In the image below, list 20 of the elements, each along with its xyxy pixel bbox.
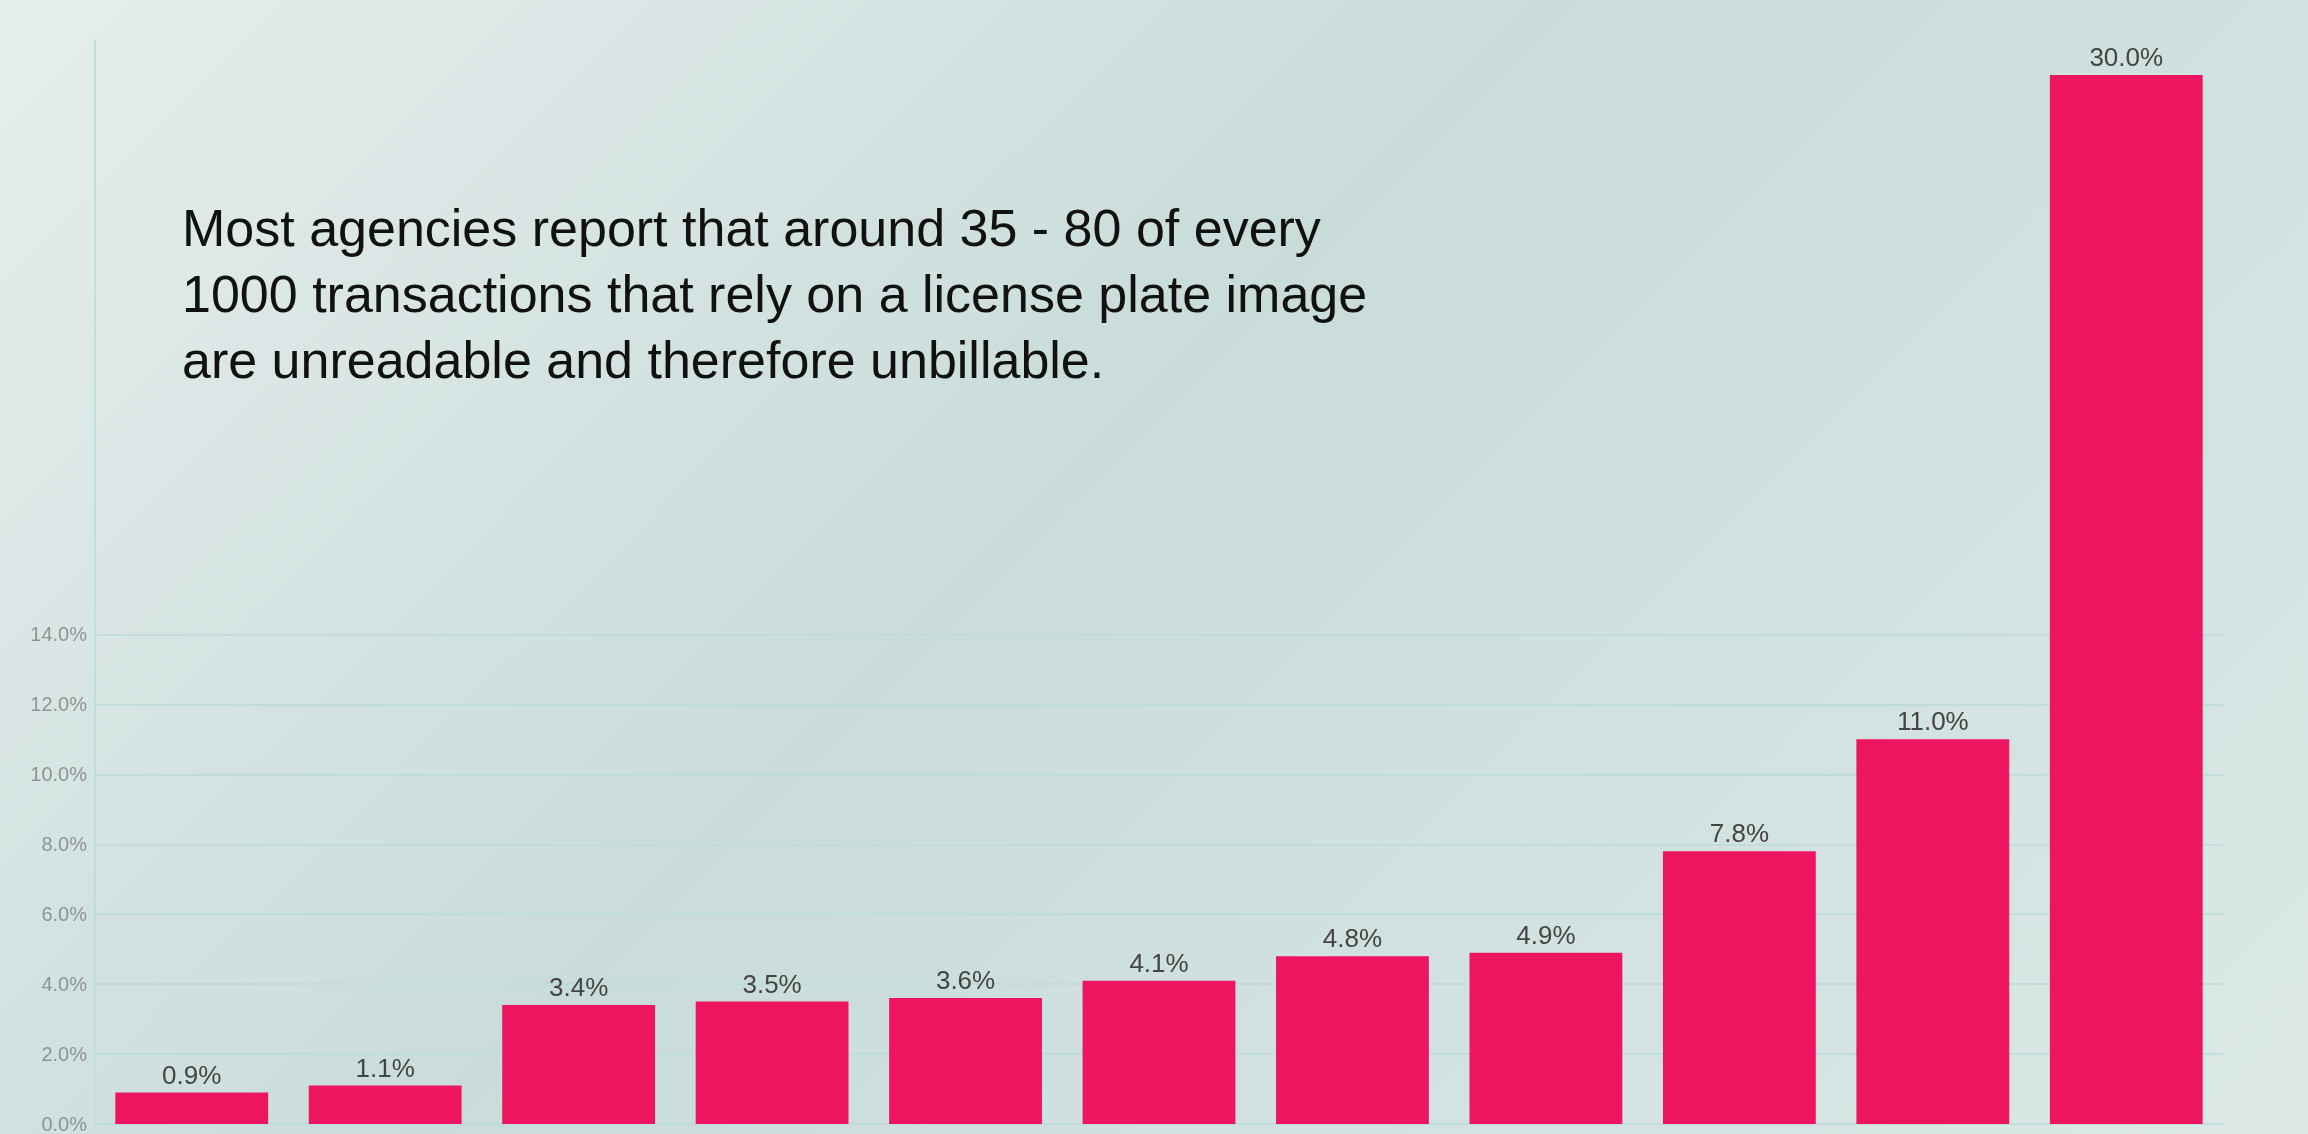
y-tick-label: 4.0%	[41, 973, 88, 996]
data-label: 3.6%	[935, 965, 996, 996]
data-label: 0.9%	[162, 1059, 222, 1090]
data-label: 1.1%	[355, 1052, 415, 1083]
data-label: 4.8%	[1322, 923, 1383, 954]
y-tick-label: 12.0%	[30, 693, 88, 716]
data-label: 4.1%	[1129, 947, 1189, 978]
data-label: 3.5%	[742, 968, 802, 999]
data-label: 3.4%	[549, 972, 609, 1003]
data-label: 4.9%	[1516, 919, 1576, 950]
y-tick-label: 6.0%	[41, 903, 88, 926]
y-tick-label: 14.0%	[30, 623, 88, 646]
y-tick-label: 10.0%	[30, 763, 88, 786]
annotation: Most agencies report that around 35 - 80 of every 1000 transactions that rely on a license plate image are unreadable and therefore unbillable.	[182, 198, 1369, 391]
data-label: 7.8%	[1709, 818, 1769, 849]
y-tick-label: 8.0%	[41, 833, 88, 856]
data-label: 11.0%	[1896, 706, 1969, 737]
y-tick-label: 2.0%	[41, 1043, 88, 1066]
data-label: 30.0%	[2089, 41, 2164, 72]
y-tick-label: 0.0%	[41, 1113, 88, 1134]
